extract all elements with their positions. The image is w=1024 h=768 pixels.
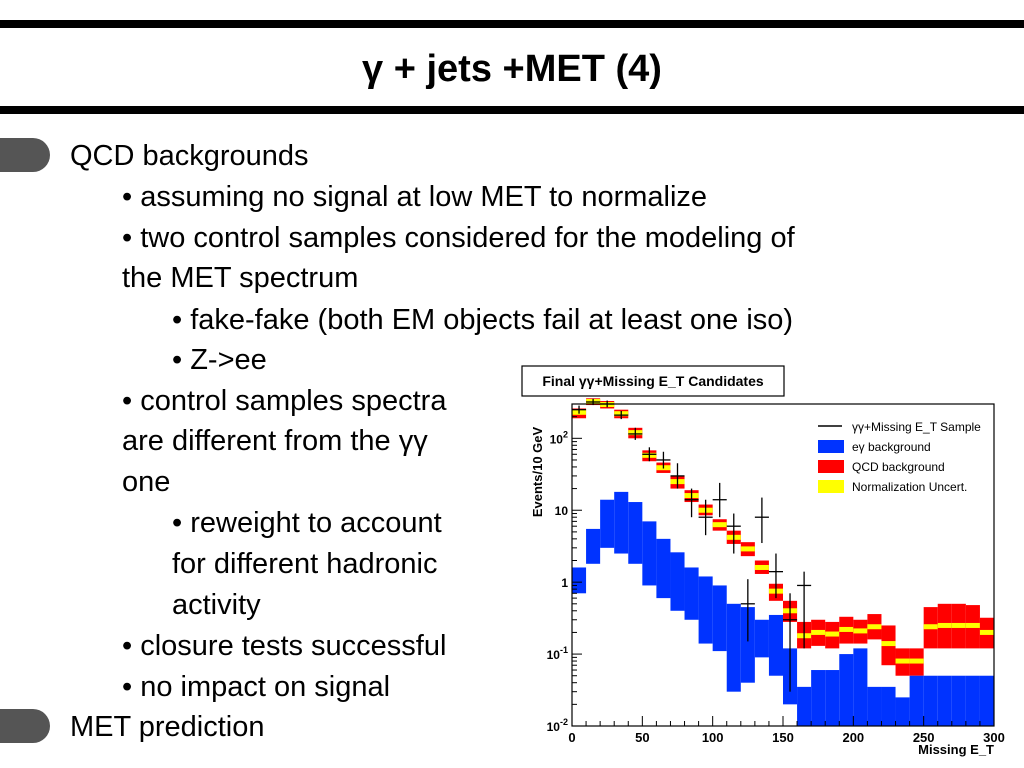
normalization-uncert-bar bbox=[965, 622, 980, 628]
egamma-background-bar bbox=[684, 567, 699, 620]
legend-label: QCD background bbox=[852, 460, 945, 474]
egamma-background-bar bbox=[811, 670, 826, 726]
top-rule bbox=[0, 20, 1024, 28]
text-line: are different from the γγ bbox=[122, 425, 428, 457]
text-line: • Z->ee bbox=[172, 344, 267, 376]
normalization-uncert-bar bbox=[895, 658, 910, 664]
text-line: • two control samples considered for the… bbox=[122, 222, 795, 254]
y-tick-label: 1 bbox=[561, 576, 568, 590]
chart-title: Final γγ+Missing E_T Candidates bbox=[542, 373, 764, 389]
egamma-background-bar bbox=[614, 491, 629, 554]
text-line: • assuming no signal at low MET to norma… bbox=[122, 181, 708, 213]
slide-title: γ + jets +MET (4) bbox=[362, 48, 662, 90]
egamma-background-bar bbox=[881, 686, 896, 726]
egamma-background-bar bbox=[586, 528, 601, 564]
text-line: the MET spectrum bbox=[122, 262, 359, 294]
egamma-background-bar bbox=[951, 675, 966, 726]
normalization-uncert-bar bbox=[881, 641, 896, 647]
text-line: • closure tests successful bbox=[122, 630, 447, 662]
normalization-uncert-bar bbox=[979, 629, 994, 635]
normalization-uncert-bar bbox=[839, 626, 854, 632]
bottom-rule bbox=[0, 106, 1024, 114]
legend-swatch bbox=[818, 480, 844, 493]
normalization-uncert-bar bbox=[712, 522, 727, 528]
egamma-background-bar bbox=[867, 686, 882, 726]
x-tick-label: 100 bbox=[702, 730, 724, 745]
normalization-uncert-bar bbox=[867, 624, 882, 630]
egamma-background-bar bbox=[656, 538, 671, 599]
y-tick-label: 10-2 bbox=[547, 717, 568, 734]
legend-label: eγ background bbox=[852, 440, 931, 454]
normalization-uncert-bar bbox=[951, 622, 966, 628]
text-line: for different hadronic bbox=[172, 548, 438, 580]
y-tick-label: 10-1 bbox=[547, 645, 568, 662]
x-tick-label: 50 bbox=[635, 730, 649, 745]
bullet-marker bbox=[0, 709, 50, 743]
legend-swatch bbox=[818, 440, 844, 453]
egamma-background-bar bbox=[726, 603, 741, 692]
x-axis-title: Missing E_T bbox=[918, 742, 994, 757]
x-tick-label: 300 bbox=[983, 730, 1005, 745]
egamma-background-bar bbox=[909, 675, 924, 726]
egamma-background-bar bbox=[628, 502, 643, 564]
normalization-uncert-bar bbox=[853, 628, 868, 634]
egamma-background-bar bbox=[937, 675, 952, 726]
egamma-background-bar bbox=[712, 585, 727, 652]
normalization-uncert-bar bbox=[740, 546, 755, 552]
x-tick-label: 200 bbox=[842, 730, 864, 745]
egamma-background-bar bbox=[698, 576, 713, 644]
met-histogram-chart: Final γγ+Missing E_T Candidates 0 50 100 15… bbox=[521, 365, 1005, 757]
text-line: • fake-fake (both EM objects fail at lea… bbox=[172, 304, 794, 336]
egamma-background-bar bbox=[670, 552, 685, 611]
normalization-uncert-bar bbox=[754, 564, 769, 570]
x-tick-label: 150 bbox=[772, 730, 794, 745]
bullet-marker bbox=[0, 138, 50, 172]
text-line: one bbox=[122, 466, 171, 498]
egamma-background-bar bbox=[600, 499, 615, 548]
text-line: QCD backgrounds bbox=[70, 140, 309, 172]
normalization-uncert-bar bbox=[923, 624, 938, 630]
text-line: • reweight to account bbox=[172, 507, 442, 539]
egamma-background-bar bbox=[642, 521, 657, 586]
egamma-background-bar bbox=[572, 567, 587, 594]
normalization-uncert-bar bbox=[909, 658, 924, 664]
egamma-background-bar bbox=[754, 619, 769, 658]
x-tick-label: 0 bbox=[568, 730, 575, 745]
legend-label: Normalization Uncert. bbox=[852, 480, 967, 494]
plot-area: 0 50 100 150 200 250 300 10-2 10-1 1 10 102 γγ+Missi… bbox=[547, 398, 1005, 745]
y-tick-label: 10 bbox=[555, 504, 569, 518]
text-line: • no impact on signal bbox=[122, 671, 391, 703]
x-tick-label: 250 bbox=[913, 730, 935, 745]
egamma-background-bar bbox=[895, 697, 910, 726]
y-axis-title: Events/10 GeV bbox=[530, 427, 545, 518]
text-line: activity bbox=[172, 589, 261, 621]
egamma-background-bar bbox=[839, 654, 854, 726]
legend-label: γγ+Missing E_T Sample bbox=[852, 420, 981, 434]
egamma-background-bar bbox=[825, 670, 840, 726]
egamma-background-bar bbox=[923, 675, 938, 726]
egamma-background-bar bbox=[797, 686, 812, 726]
egamma-background-bar bbox=[965, 675, 980, 726]
normalization-uncert-bar bbox=[811, 629, 826, 635]
text-line: MET prediction bbox=[70, 711, 265, 743]
egamma-background-bar bbox=[853, 648, 868, 726]
egamma-background-bar bbox=[768, 614, 783, 676]
y-tick-label: 102 bbox=[550, 429, 568, 446]
legend-swatch bbox=[818, 460, 844, 473]
normalization-uncert-bar bbox=[825, 631, 840, 637]
egamma-background-bar bbox=[740, 607, 755, 683]
chart-title-box: Final γγ+Missing E_T Candidates bbox=[521, 365, 785, 397]
normalization-uncert-bar bbox=[937, 622, 952, 628]
text-line: • control samples spectra bbox=[122, 385, 447, 417]
egamma-background-bar bbox=[979, 675, 994, 726]
